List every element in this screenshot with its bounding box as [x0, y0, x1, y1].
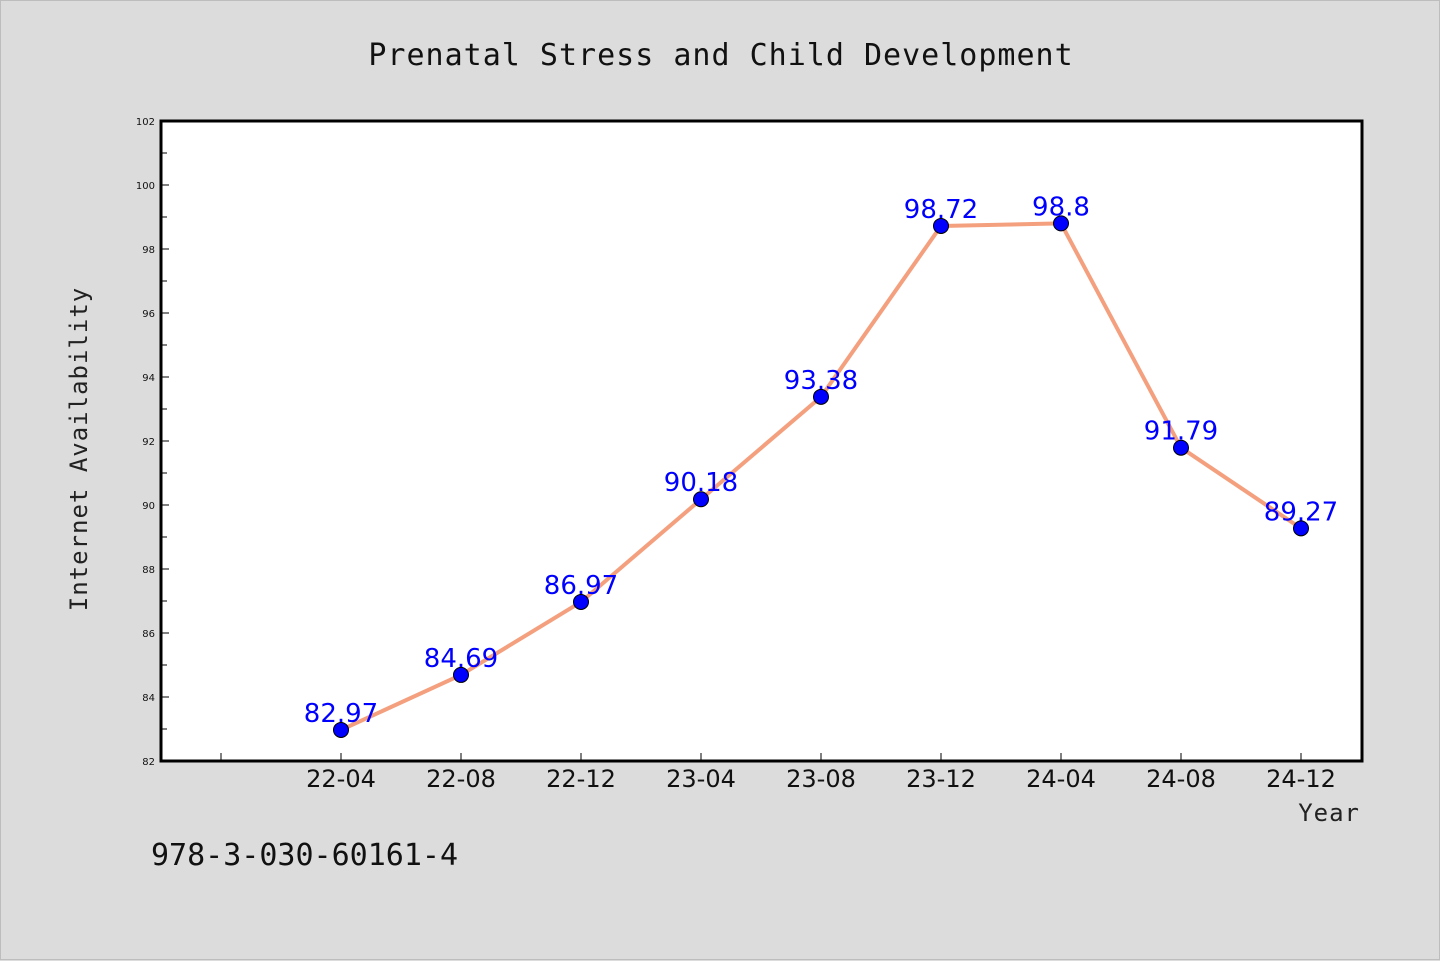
x-tick-label: 23-08 [786, 765, 856, 793]
axis-ticks: 82 84 86 88 90 92 94 96 98 100 102 22-04 22-08 22-12 2… [136, 117, 1336, 793]
data-point [693, 491, 709, 508]
x-tick-label: 24-04 [1026, 765, 1096, 793]
plot-area [161, 121, 1362, 761]
y-tick-label: 86 [142, 629, 155, 640]
data-label: 86.97 [544, 571, 618, 601]
series-markers [333, 215, 1309, 738]
data-labels: 82.97 84.69 86.97 90.18 93.38 98.72 98.8 91.79 8… [304, 192, 1338, 729]
plot-frame [159, 119, 1364, 763]
y-tick-label: 94 [142, 373, 155, 384]
y-tick-label: 100 [136, 181, 155, 192]
data-label: 82.97 [304, 699, 378, 729]
x-tick-label: 22-08 [426, 765, 496, 793]
data-point [1293, 520, 1309, 537]
data-label: 84.69 [424, 644, 498, 674]
x-tick-label: 24-12 [1266, 765, 1336, 793]
y-tick-label: 82 [142, 757, 155, 768]
data-label: 98.72 [904, 195, 978, 225]
data-point [933, 217, 949, 234]
data-label: 93.38 [784, 366, 858, 396]
x-tick-label: 24-08 [1146, 765, 1216, 793]
x-tick-label: 23-04 [666, 765, 736, 793]
y-tick-label: 90 [142, 501, 155, 512]
y-tick-label: 102 [136, 117, 155, 128]
y-tick-label: 88 [142, 565, 155, 576]
data-point [1053, 215, 1069, 232]
data-label: 98.8 [1032, 192, 1090, 222]
y-tick-label: 92 [142, 437, 155, 448]
data-point [1173, 439, 1189, 456]
data-point [333, 721, 349, 738]
y-axis-label: Internet Availability [65, 287, 93, 611]
data-label: 91.79 [1144, 417, 1218, 447]
y-tick-label: 96 [142, 309, 155, 320]
chart-title: Prenatal Stress and Child Development [368, 38, 1073, 73]
y-tick-label: 98 [142, 245, 155, 256]
data-point [813, 388, 829, 405]
x-axis-label: Year [1298, 799, 1360, 827]
data-point [453, 666, 469, 683]
x-tick-label: 23-12 [906, 765, 976, 793]
y-tick-label: 84 [142, 693, 155, 704]
x-tick-label: 22-12 [546, 765, 616, 793]
isbn-text: 978-3-030-60161-4 [151, 838, 458, 873]
x-tick-label: 22-04 [306, 765, 376, 793]
data-label: 90.18 [664, 468, 738, 498]
data-label: 89.27 [1264, 497, 1338, 527]
data-point [573, 593, 589, 610]
